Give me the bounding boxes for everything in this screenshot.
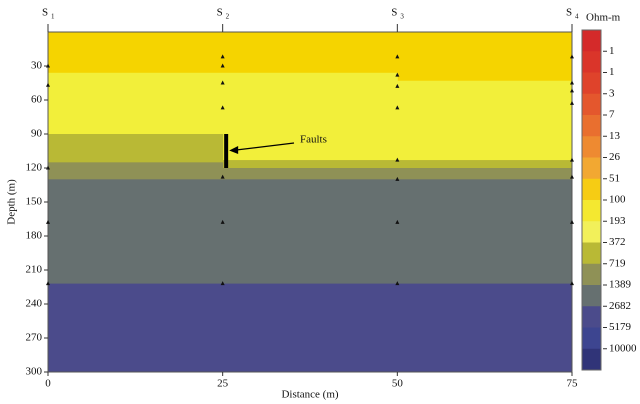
colorbar-cell [582, 157, 601, 180]
data-point [570, 281, 574, 286]
layer [222, 72, 398, 161]
y-axis-label: Depth (m) [6, 179, 18, 225]
station-subscript: 2 [226, 13, 230, 21]
data-point [220, 174, 225, 179]
layer [397, 32, 573, 82]
data-point [46, 281, 50, 286]
data-point [570, 88, 574, 93]
colorbar-cell [582, 221, 601, 243]
data-point [395, 281, 400, 286]
data-point [570, 157, 574, 162]
y-tick-label: 90 [31, 128, 43, 140]
colorbar-cell [582, 51, 601, 73]
colorbar-cell [582, 136, 601, 158]
y-tick-label: 60 [31, 94, 43, 106]
fault-label: Faults [300, 134, 327, 146]
colorbar-title: Ohm-m [586, 12, 621, 24]
colorbar-label: 7 [609, 109, 615, 121]
data-point [395, 105, 400, 110]
data-point [46, 82, 50, 87]
y-tick-label: 300 [26, 366, 43, 378]
station-label: S [217, 7, 223, 19]
y-tick-label: 120 [26, 162, 43, 174]
colorbar-label: 2682 [609, 300, 631, 312]
colorbar-cell [582, 93, 601, 116]
colorbar-cell [582, 327, 601, 350]
colorbar-label: 100 [609, 194, 626, 206]
y-tick-label: 150 [26, 196, 43, 208]
colorbar-cell [582, 263, 601, 286]
colorbar-label: 13 [609, 130, 621, 142]
data-point [570, 80, 574, 85]
colorbar-label: 3 [609, 87, 615, 99]
colorbar-cell [582, 348, 601, 371]
colorbar-cell [582, 306, 601, 328]
data-point [395, 176, 400, 181]
x-axis-label: Distance (m) [281, 389, 338, 401]
station-label: S [391, 7, 397, 19]
layer [48, 72, 224, 135]
colorbar-frame [581, 29, 602, 371]
y-tick-label: 270 [26, 332, 43, 344]
colorbar-label: 26 [609, 151, 621, 163]
data-point [46, 219, 50, 224]
colorbar-label: 372 [609, 236, 626, 248]
station-label: S [42, 7, 48, 19]
colorbar-label: 1389 [609, 279, 632, 291]
y-tick-label: 30 [31, 60, 43, 72]
x-tick-label: 50 [392, 378, 404, 390]
data-point [220, 105, 225, 110]
colorbar-cell [582, 72, 601, 95]
layer [397, 80, 573, 161]
layer [48, 134, 224, 163]
colorbar-label: 51 [609, 172, 620, 184]
layer [222, 168, 573, 180]
colorbar-label: 193 [609, 215, 626, 227]
data-point [570, 174, 574, 179]
y-tick-label: 240 [26, 298, 43, 310]
data-point [395, 83, 400, 88]
colorbar-cell [582, 242, 601, 265]
colorbar-label: 10000 [609, 342, 637, 354]
x-tick-label: 25 [217, 378, 229, 390]
data-point [220, 54, 225, 59]
colorbar-label: 5179 [609, 321, 632, 333]
y-tick-label: 180 [26, 230, 43, 242]
data-point [395, 72, 400, 77]
fault-arrow [236, 142, 295, 151]
data-point [220, 281, 225, 286]
colorbar-label: 1 [609, 45, 615, 57]
data-point [220, 219, 225, 224]
colorbar-cell [582, 30, 601, 52]
layer [48, 283, 573, 373]
data-point [570, 54, 574, 59]
colorbar-cell [582, 178, 601, 201]
station-subscript: 4 [575, 13, 579, 21]
colorbar-cell [582, 285, 601, 307]
y-tick-label: 210 [26, 264, 43, 276]
fault-arrowhead [229, 146, 239, 154]
layer [48, 162, 224, 180]
data-point [395, 219, 400, 224]
data-point [395, 157, 400, 162]
data-point [570, 100, 574, 105]
x-tick-label: 75 [567, 378, 579, 390]
station-subscript: 3 [400, 13, 404, 21]
station-label: S [566, 7, 572, 19]
colorbar-cell [582, 115, 601, 137]
data-point [395, 54, 400, 59]
colorbar-label: 1 [609, 66, 615, 78]
data-point [220, 63, 225, 68]
x-tick-label: 0 [45, 378, 51, 390]
layer [222, 160, 573, 169]
data-point [220, 80, 225, 85]
layer [48, 179, 573, 285]
colorbar-label: 719 [609, 257, 626, 269]
data-point [570, 219, 574, 224]
station-subscript: 1 [51, 13, 55, 21]
colorbar-cell [582, 200, 601, 222]
